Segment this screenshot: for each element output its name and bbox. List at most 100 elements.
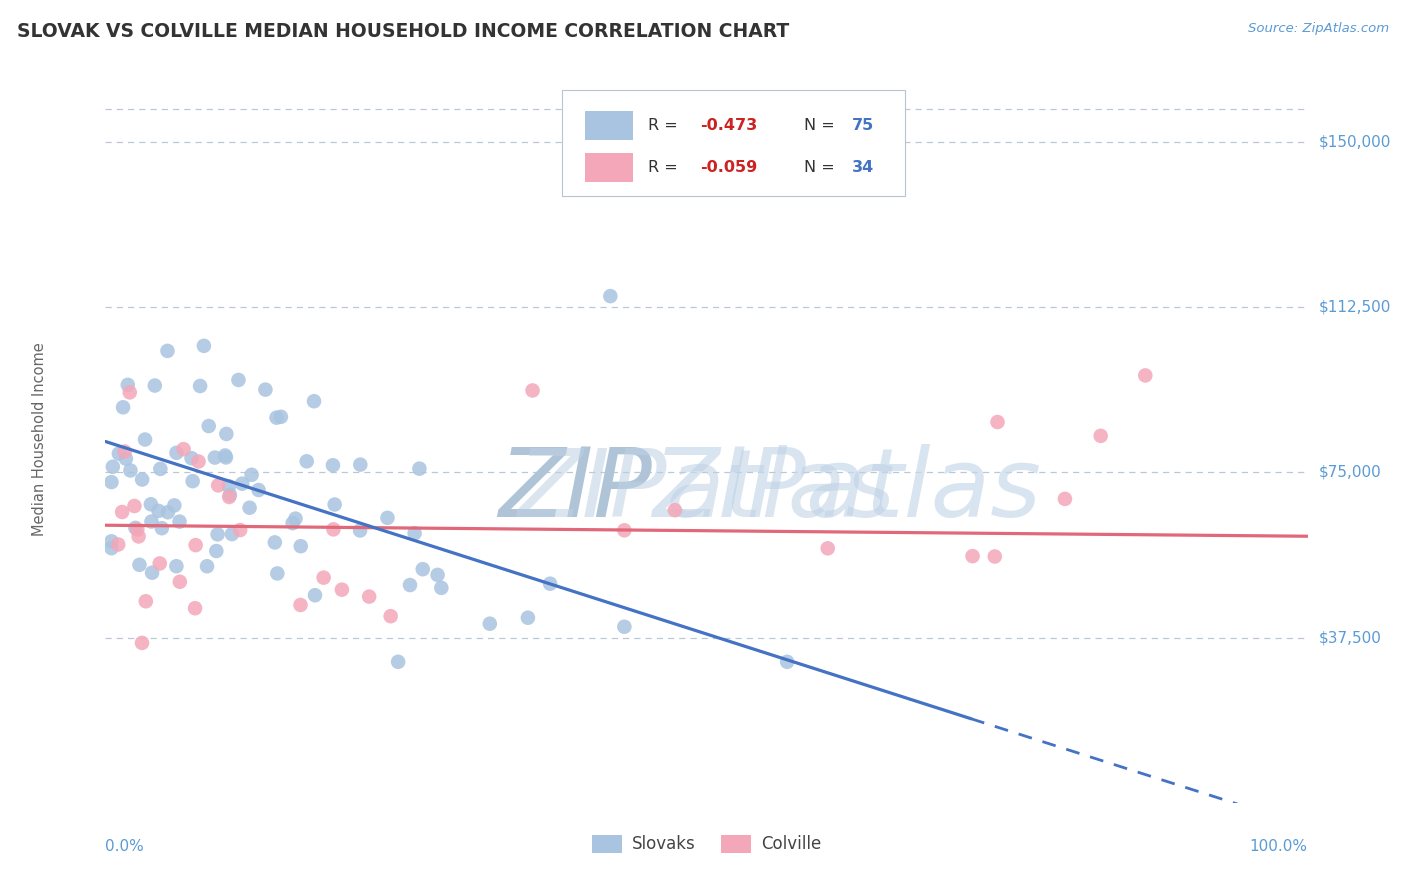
Text: $75,000: $75,000 — [1319, 465, 1382, 480]
Point — [229, 523, 252, 537]
Point — [111, 505, 134, 519]
Point — [156, 505, 179, 519]
Text: ZIP: ZIP — [499, 443, 652, 537]
Point — [165, 559, 187, 574]
Point — [117, 377, 139, 392]
Point — [404, 526, 426, 541]
Point — [180, 451, 202, 466]
Point — [141, 515, 163, 529]
Point — [181, 474, 204, 488]
Point — [197, 419, 219, 434]
Text: Source: ZipAtlas.com: Source: ZipAtlas.com — [1249, 22, 1389, 36]
Point — [207, 478, 229, 492]
Text: 75: 75 — [852, 118, 875, 133]
Point — [664, 503, 686, 517]
Text: SLOVAK VS COLVILLE MEDIAN HOUSEHOLD INCOME CORRELATION CHART: SLOVAK VS COLVILLE MEDIAN HOUSEHOLD INCO… — [17, 22, 789, 41]
Point — [195, 559, 218, 574]
Point — [430, 581, 453, 595]
Text: $37,500: $37,500 — [1319, 630, 1382, 645]
Point — [330, 582, 353, 597]
Point — [399, 578, 422, 592]
Point — [380, 609, 402, 624]
Point — [108, 447, 131, 461]
Point — [128, 558, 150, 572]
Text: R =: R = — [648, 118, 682, 133]
Point — [599, 289, 621, 303]
Point — [426, 567, 449, 582]
Point — [218, 490, 240, 504]
Point — [163, 499, 186, 513]
Point — [387, 655, 409, 669]
Point — [127, 523, 149, 537]
Point — [984, 549, 1007, 564]
Text: 34: 34 — [852, 160, 875, 175]
Point — [150, 521, 173, 535]
Point — [134, 433, 156, 447]
Point — [776, 655, 799, 669]
Point — [349, 458, 371, 472]
Point — [359, 590, 381, 604]
Point — [962, 549, 984, 563]
Point — [247, 483, 270, 497]
Point — [115, 451, 138, 466]
Point — [218, 479, 240, 493]
Point — [148, 504, 170, 518]
Point — [304, 588, 326, 602]
Point — [173, 442, 195, 457]
Point — [1053, 491, 1076, 506]
Point — [284, 511, 307, 525]
Point — [184, 601, 207, 615]
Text: -0.059: -0.059 — [700, 160, 758, 175]
Point — [613, 524, 636, 538]
Point — [149, 462, 172, 476]
Point — [215, 426, 238, 441]
Point — [231, 476, 253, 491]
Point — [254, 383, 277, 397]
Text: ZIPatlas: ZIPatlas — [652, 443, 1042, 537]
Text: N =: N = — [804, 160, 839, 175]
Text: R =: R = — [648, 160, 682, 175]
Point — [214, 449, 236, 463]
Point — [120, 463, 142, 477]
Point — [219, 488, 242, 502]
Point — [817, 541, 839, 556]
Point — [128, 529, 150, 543]
Point — [188, 379, 211, 393]
Point — [408, 461, 430, 475]
Point — [221, 527, 243, 541]
Point — [166, 446, 188, 460]
Point — [112, 401, 135, 415]
Point — [377, 511, 399, 525]
Point — [143, 378, 166, 392]
Point — [412, 562, 434, 576]
Text: ZIPatlas: ZIPatlas — [517, 445, 896, 536]
Point — [118, 385, 141, 400]
Point — [124, 521, 146, 535]
Point — [522, 384, 544, 398]
Point — [281, 516, 304, 530]
Point — [516, 611, 538, 625]
Point — [270, 409, 292, 424]
Point — [184, 538, 207, 552]
Legend: Slovaks, Colville: Slovaks, Colville — [585, 828, 828, 860]
Point — [135, 594, 157, 608]
Point — [295, 454, 318, 468]
Point — [263, 535, 285, 549]
Point — [1090, 429, 1112, 443]
FancyBboxPatch shape — [585, 153, 633, 182]
Point — [290, 539, 312, 553]
Text: -0.473: -0.473 — [700, 118, 758, 133]
Point — [131, 636, 153, 650]
Text: $112,500: $112,500 — [1319, 300, 1391, 315]
Point — [100, 534, 122, 549]
Point — [169, 574, 191, 589]
Point — [290, 598, 312, 612]
Point — [205, 544, 228, 558]
FancyBboxPatch shape — [562, 90, 905, 195]
Point — [204, 450, 226, 465]
FancyBboxPatch shape — [585, 111, 633, 140]
Point — [100, 475, 122, 489]
Text: $150,000: $150,000 — [1319, 135, 1391, 149]
Point — [1135, 368, 1157, 383]
Point — [124, 499, 146, 513]
